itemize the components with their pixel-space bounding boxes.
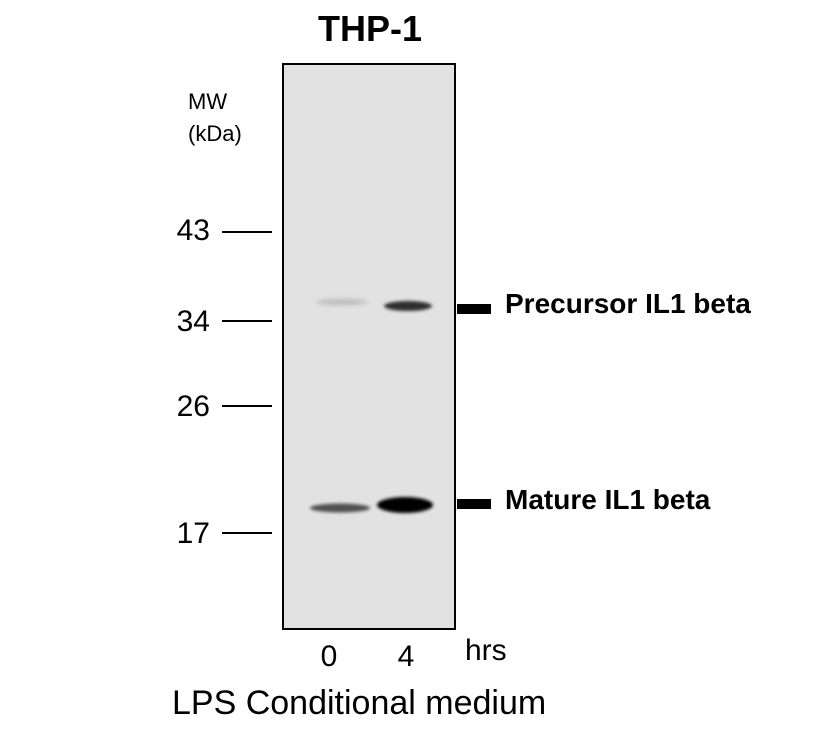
western-blot-panel (282, 63, 456, 630)
treatment-label: LPS Conditional medium (172, 684, 547, 722)
band-mature-lane-4 (377, 497, 433, 513)
lane-label-4: 4 (397, 640, 415, 673)
mw-tick-label-17: 17 (176, 517, 210, 550)
mature-band-label: Mature IL1 beta (505, 484, 711, 515)
precursor-band-marker (457, 304, 491, 314)
mw-axis-label: MW (kDa) (188, 86, 242, 150)
lane-label-0: 0 (320, 640, 338, 673)
mw-tick-label-43: 43 (176, 214, 210, 247)
blot-title: THP-1 (317, 8, 422, 49)
mw-tick-label-34: 34 (176, 305, 210, 338)
mw-label-line-2: (kDa) (188, 121, 242, 146)
band-precursor-lane-4 (384, 301, 432, 311)
band-precursor-lane-0 (316, 299, 368, 305)
mw-tick-line-43 (222, 231, 272, 233)
mw-tick-label-26: 26 (176, 390, 210, 423)
mw-label-line-1: MW (188, 89, 228, 114)
band-mature-lane-0 (310, 503, 370, 513)
lane-unit-label: hrs (465, 634, 507, 667)
mw-tick-line-34 (222, 320, 272, 322)
blot-bands-svg (310, 299, 433, 513)
precursor-band-label: Precursor IL1 beta (505, 288, 751, 319)
mw-tick-line-26 (222, 405, 272, 407)
mw-tick-line-17 (222, 532, 272, 534)
mature-band-marker (457, 499, 491, 509)
